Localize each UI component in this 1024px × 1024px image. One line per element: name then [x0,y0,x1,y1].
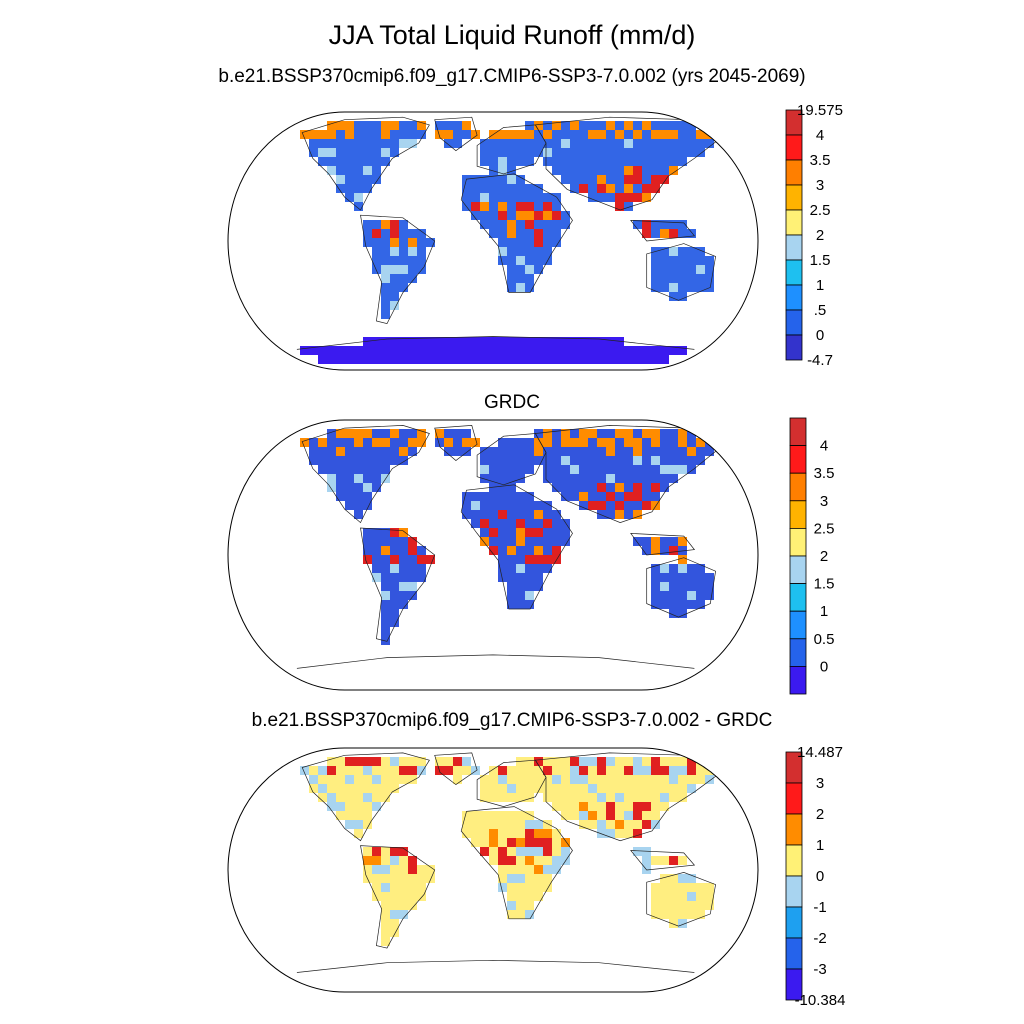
coastline-indonesia-obs [630,533,696,556]
colorbar-box [785,782,803,815]
colorbar-label: 2 [816,806,824,823]
colorbar-label: 3 [816,775,824,792]
colorbar-label: 1 [816,277,824,294]
colorbar-box [785,159,803,186]
colorbar-box [789,638,807,667]
colorbar-box [785,309,803,336]
colorbar-label: 19.575 [797,102,843,119]
coastline-greenland-diff [434,752,478,786]
coastline-africa-diff [460,806,573,920]
colorbar-box [789,472,807,502]
map-frame-diff [227,747,759,993]
colorbar-box [785,234,803,261]
colorbar-box [785,937,803,970]
map-cells-obs [300,429,714,645]
panel-title-obs: GRDC [484,392,540,413]
coastline-europe-model [476,124,547,175]
colorbar-label: 0.5 [814,631,835,648]
colorbar-box [785,844,803,877]
colorbar-label: 2.5 [814,520,835,537]
colorbar-box [789,666,807,695]
colorbar-box [785,875,803,908]
colorbar-diff: 14.487 3 2 1 0 -1 -2 -3 -10.384 [785,744,846,1009]
map-frame-model [227,111,759,371]
colorbar-label: -10.384 [795,992,846,1009]
coastline-north-america-diff [301,752,430,842]
colorbar-box [789,445,807,474]
colorbar-box [785,134,803,161]
colorbar-box [785,968,803,1001]
colorbar-obs: 4 3.5 3 2.5 2 1.5 1 0.5 0 [789,417,835,695]
coastline-greenland-obs [434,425,478,461]
colorbar-box [789,555,807,585]
colorbar-label: -4.7 [807,352,833,369]
colorbar-label: 3.5 [814,465,835,482]
colorbar-box [785,209,803,236]
colorbar-box [789,528,807,557]
coastline-australia-model [646,243,716,301]
coastline-south-america-diff [360,845,436,949]
coastline-north-america-obs [301,425,430,524]
map-frame-obs [227,419,759,691]
colorbar-label: 0 [816,868,824,885]
colorbar-label: 1 [820,603,828,620]
colorbar-box [785,813,803,846]
colorbar-label: 0 [820,658,828,675]
coastline-greenland-model [434,116,478,152]
map-cells-diff [300,757,714,946]
coastline-antarctica-model [296,336,695,350]
colorbar-label: -2 [813,930,826,947]
colorbar-label: 1 [816,837,824,854]
colorbar-label: -3 [813,961,826,978]
coastline-australia-obs [646,557,716,618]
coastline-south-america-obs [360,527,436,642]
colorbar-box [785,906,803,939]
colorbar-label: 3 [820,493,828,510]
colorbar-label: 4 [820,438,828,455]
panel-title-diff: b.e21.BSSP370cmip6.f09_g17.CMIP6-SSP3-7.… [251,710,773,731]
colorbar-box [785,184,803,211]
colorbar-label: -1 [813,899,826,916]
map-cells-model [300,121,714,364]
colorbar-box [789,583,807,612]
map-obs [227,419,759,691]
colorbar-box [785,334,803,361]
coastline-indonesia-diff [630,850,696,871]
colorbar-label: 2 [820,548,828,565]
coastline-australia-diff [646,872,716,927]
colorbar-label: 14.487 [797,744,843,761]
coastline-antarctica-obs [296,654,695,669]
coastline-antarctica-diff [296,959,695,973]
coastline-europe-obs [476,433,547,486]
colorbar-box [785,259,803,286]
coastline-africa-obs [460,484,573,610]
map-diff [227,747,759,993]
colorbar-box [789,610,807,640]
figure-title: JJA Total Liquid Runoff (mm/d) [328,20,696,50]
colorbar-label: 1.5 [814,576,835,593]
map-model [227,111,759,371]
colorbar-label: 3.5 [810,152,831,169]
coastline-africa-model [460,173,573,293]
colorbar-box [785,284,803,311]
colorbar-label: 0 [816,327,824,344]
colorbar-label: 2 [816,227,824,244]
coastline-indonesia-model [630,220,696,242]
coastline-europe-diff [476,759,547,807]
colorbar-box [789,500,807,529]
coastline-south-america-model [360,214,436,325]
colorbar-box [789,417,807,447]
colorbar-label: 2.5 [810,202,831,219]
colorbar-label: 4 [816,127,824,144]
coastline-north-america-model [301,116,430,211]
colorbar-label: .5 [814,302,827,319]
panel-title-model: b.e21.BSSP370cmip6.f09_g17.CMIP6-SSP3-7.… [218,66,806,87]
colorbar-label: 1.5 [810,252,831,269]
colorbar-label: 3 [816,177,824,194]
